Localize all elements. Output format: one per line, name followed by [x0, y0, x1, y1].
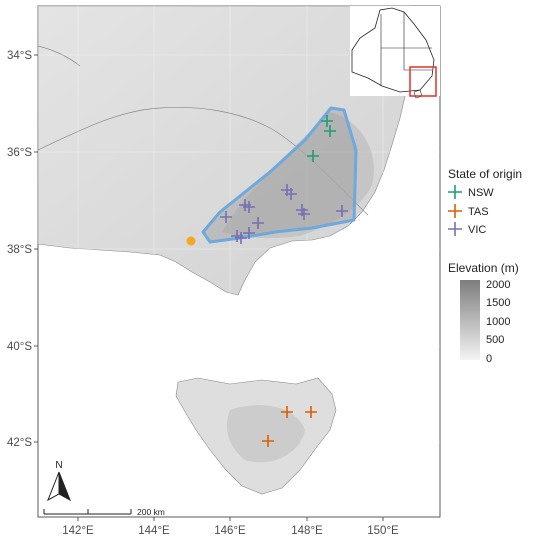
- north-label: N: [55, 460, 62, 471]
- site-marker-vic: [252, 217, 264, 229]
- highland-relief: [222, 112, 374, 239]
- scale-label: 200 km: [137, 507, 165, 517]
- inset-extent-box: [409, 66, 437, 97]
- site-marker-vic: [235, 232, 247, 244]
- site-marker-nsw: [324, 125, 336, 137]
- elevation-tick: 1500: [486, 297, 510, 309]
- x-tick-label: 150°E: [367, 525, 399, 537]
- legend-item-nsw: NSW: [448, 185, 494, 199]
- x-tick-label: 148°E: [291, 525, 323, 537]
- legend-item-label: VIC: [468, 224, 486, 236]
- tasmania-highlands: [226, 405, 305, 463]
- y-tick-label: 36°S: [7, 147, 32, 159]
- x-axis: 142°E 144°E 146°E 148°E 150°E: [62, 517, 399, 537]
- legend-state: State of origin NSW TAS VIC: [448, 167, 522, 236]
- site-marker-vic: [243, 201, 255, 213]
- site-marker-vic: [336, 205, 348, 217]
- y-tick-label: 34°S: [7, 50, 32, 62]
- x-tick-label: 146°E: [214, 525, 246, 537]
- elevation-tick: 500: [486, 334, 504, 346]
- site-marker-nsw: [307, 150, 319, 162]
- legend-item-label: NSW: [468, 187, 494, 199]
- legend-item-label: TAS: [468, 206, 489, 218]
- inset-australia-map: [350, 6, 440, 99]
- legend-item-tas: TAS: [448, 204, 489, 218]
- y-axis: 34°S 36°S 38°S 40°S 42°S: [7, 50, 38, 449]
- site-marker-vic: [220, 211, 232, 223]
- north-arrow-icon: N: [47, 460, 71, 502]
- legend-item-vic: VIC: [448, 222, 486, 236]
- site-marker-vic: [243, 227, 255, 239]
- site-marker-tas: [305, 406, 317, 418]
- elevation-colorbar: [460, 280, 480, 360]
- site-marker-vic: [285, 188, 297, 200]
- y-tick-label: 42°S: [7, 437, 32, 449]
- reference-point-marker: [186, 236, 196, 246]
- y-tick-label: 40°S: [7, 341, 32, 353]
- x-tick-label: 142°E: [62, 525, 94, 537]
- legend-elevation-title: Elevation (m): [448, 261, 519, 275]
- site-marker-tas: [281, 406, 293, 418]
- elevation-tick: 0: [486, 353, 492, 365]
- y-tick-label: 38°S: [7, 244, 32, 256]
- site-marker-tas: [262, 435, 274, 447]
- elevation-tick: 2000: [486, 279, 510, 291]
- legend-elevation: Elevation (m) 2000 1500 1000 500 0: [448, 261, 519, 365]
- site-markers: [220, 115, 348, 447]
- elevation-tick: 1000: [486, 316, 510, 328]
- scale-bar: 200 km: [43, 507, 165, 517]
- site-marker-vic: [298, 208, 310, 220]
- x-tick-label: 144°E: [138, 525, 170, 537]
- legend-state-title: State of origin: [448, 167, 522, 181]
- state-border-sa: [37, 45, 81, 67]
- site-marker-nsw: [321, 115, 333, 127]
